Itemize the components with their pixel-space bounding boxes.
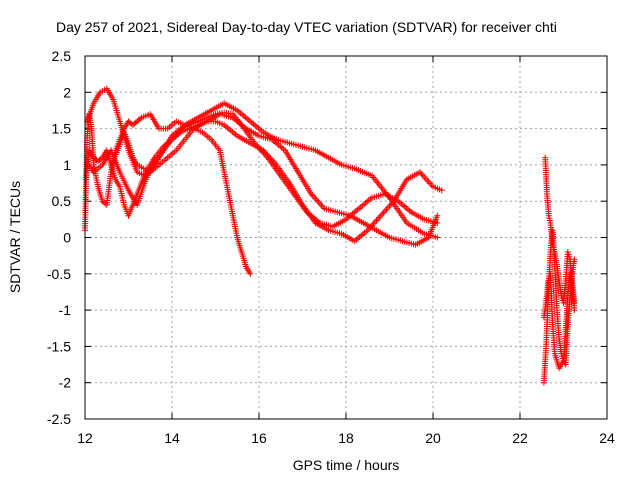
y-tick-label: 0 (63, 230, 71, 246)
plot-frame (84, 55, 608, 420)
y-tick-label: 0.5 (52, 193, 72, 209)
data-point (247, 270, 254, 277)
x-tick-label: 12 (77, 430, 93, 446)
chart-title: Day 257 of 2021, Sidereal Day-to-day VTE… (56, 19, 557, 35)
y-tick-label: 1.5 (52, 121, 72, 137)
x-tick-label: 20 (425, 430, 441, 446)
data-point (571, 299, 578, 306)
y-tick-label: -2.5 (47, 411, 71, 427)
data-point (434, 234, 441, 241)
y-tick-label: 2.5 (52, 48, 72, 64)
data-point (438, 187, 445, 194)
y-tick-label: -1.5 (47, 338, 71, 354)
series-track-1 (82, 111, 254, 277)
ticks-layer: 12 14 16 18 20 22 24 -2.5 -2 -1.5 -1 -0.5 0 0.5 1 1.5 2 2… (47, 48, 615, 446)
series-track-4 (85, 109, 441, 230)
x-tick-label: 22 (512, 430, 528, 446)
y-tick-label: 2 (63, 84, 71, 100)
y-tick-label: -0.5 (47, 266, 71, 282)
points-layer (82, 85, 578, 386)
x-tick-label: 14 (164, 430, 180, 446)
data-point (137, 115, 144, 122)
x-tick-label: 18 (338, 430, 354, 446)
x-tick-label: 16 (251, 430, 267, 446)
y-tick-label: -1 (59, 302, 72, 318)
series-track-8 (540, 256, 578, 372)
grid-layer (85, 56, 607, 419)
x-tick-label: 24 (599, 430, 615, 446)
series-track-5 (108, 111, 441, 248)
y-tick-label: -2 (59, 375, 72, 391)
data-point (571, 256, 578, 263)
x-axis-label: GPS time / hours (293, 457, 400, 473)
data-point (97, 155, 104, 162)
y-axis-label: SDTVAR / TECUs (7, 181, 23, 293)
data-point (571, 307, 578, 314)
data-point (434, 212, 441, 219)
y-tick-label: 1 (63, 157, 71, 173)
